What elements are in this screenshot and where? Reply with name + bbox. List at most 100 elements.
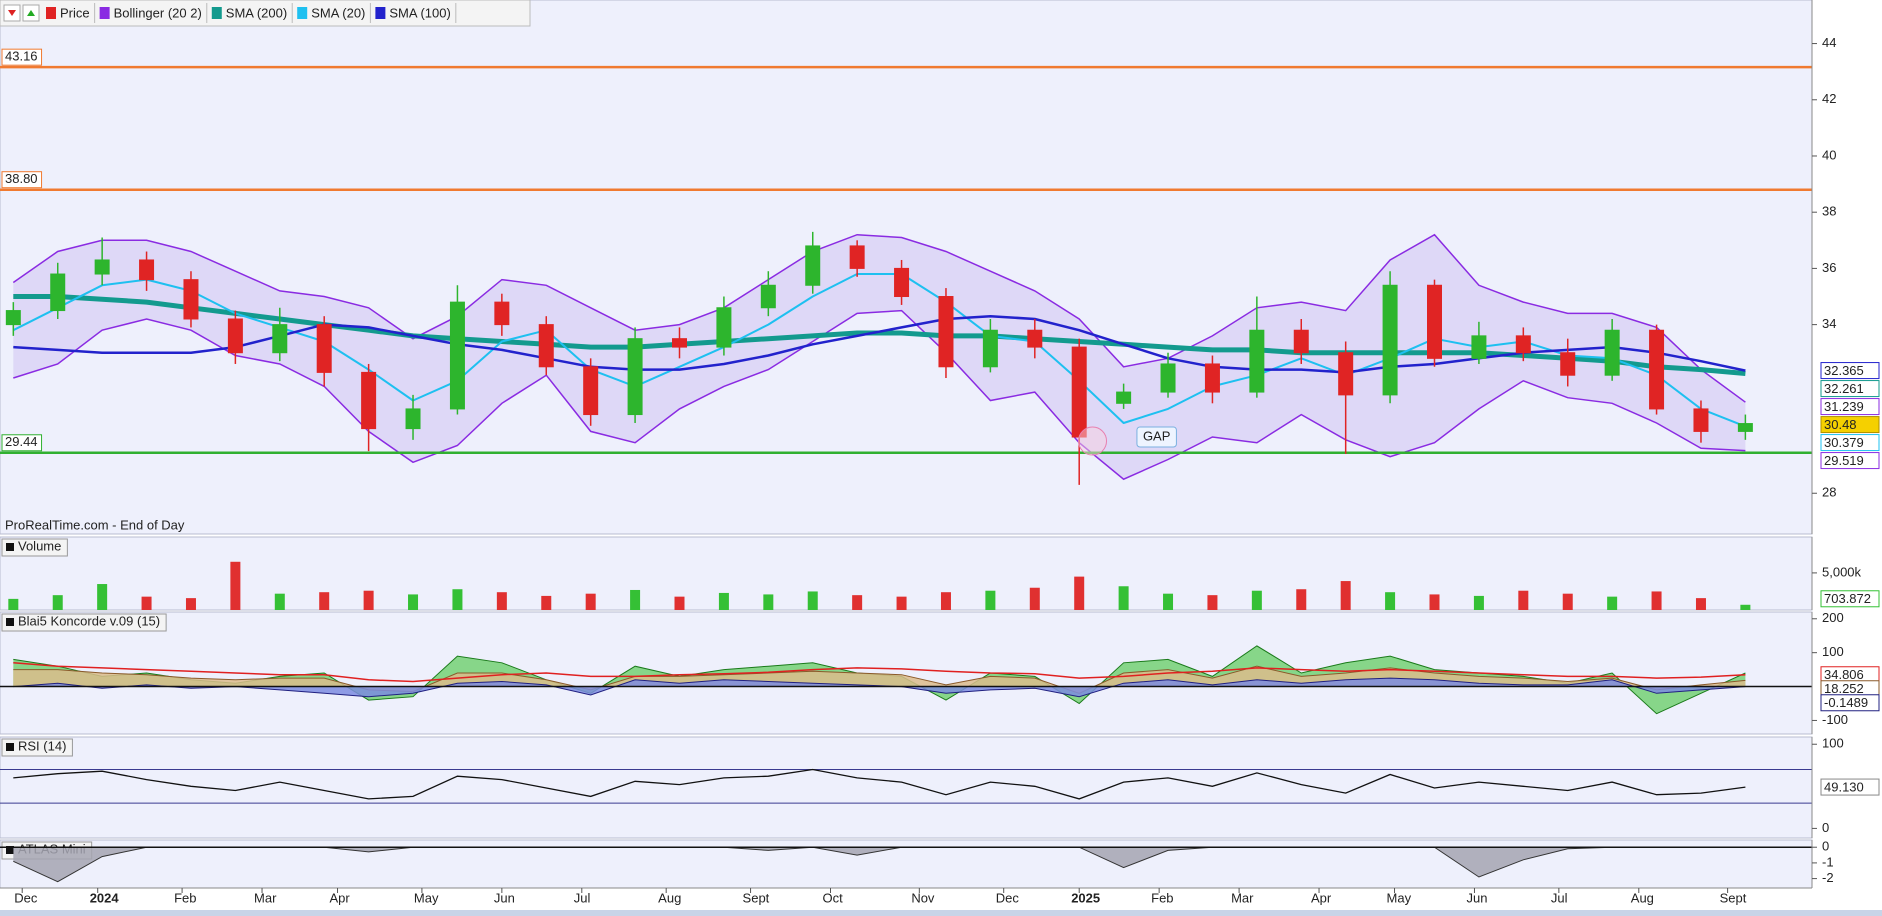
candle-body xyxy=(805,245,821,286)
level-label: 29.44 xyxy=(5,434,38,449)
candle-body xyxy=(405,408,421,430)
toolbar-icon xyxy=(8,10,16,16)
x-tick-label: Nov xyxy=(911,890,935,905)
volume-bar xyxy=(408,594,419,610)
value-label-box xyxy=(1820,416,1880,434)
panel-title: Volume xyxy=(18,538,61,553)
x-tick-label: Mar xyxy=(254,890,277,905)
value-label: 34.806 xyxy=(1824,667,1864,682)
candle-body xyxy=(1338,352,1354,396)
value-label: 30.48 xyxy=(1824,417,1857,432)
series-line xyxy=(13,677,1746,698)
volume-bar xyxy=(1607,596,1618,610)
volume-bar xyxy=(630,589,641,610)
x-tick-label: 2025 xyxy=(1071,890,1100,905)
panel-icon xyxy=(6,743,14,751)
x-tick-label: Jun xyxy=(494,890,515,905)
panel-title: Blai5 Koncorde v.09 (15) xyxy=(18,613,160,628)
band-fill xyxy=(13,234,1746,480)
series-line xyxy=(13,662,1746,683)
value-label: 31.239 xyxy=(1824,399,1864,414)
volume-bar xyxy=(8,598,19,610)
candle-body xyxy=(183,279,199,320)
legend-swatch xyxy=(375,7,386,19)
candle-body xyxy=(1427,284,1442,359)
volume-bar xyxy=(319,592,330,610)
value-label: -0.1489 xyxy=(1824,695,1868,710)
y-tick-label: 200 xyxy=(1822,610,1844,625)
candle-body xyxy=(1737,423,1753,432)
x-tick-label: Feb xyxy=(1151,890,1173,905)
x-tick-label: Feb xyxy=(174,890,196,905)
candle-body xyxy=(1027,329,1043,348)
x-tick-label: Oct xyxy=(823,890,844,905)
candle-body xyxy=(627,338,643,416)
candle-body xyxy=(982,329,998,368)
candle-body xyxy=(272,324,288,354)
candle-body xyxy=(672,338,687,348)
y-tick-label: 38 xyxy=(1822,204,1836,219)
candle-body xyxy=(227,318,243,354)
y-tick-label: 34 xyxy=(1822,316,1836,331)
toolbar-icon xyxy=(27,10,35,16)
volume-bar xyxy=(97,584,108,610)
volume-bar xyxy=(896,596,907,610)
x-tick-label: Jun xyxy=(1466,890,1487,905)
volume-bar xyxy=(1029,587,1040,610)
annotation-box xyxy=(1136,426,1177,448)
candle-body xyxy=(1071,346,1087,438)
panel-title-box xyxy=(1,538,68,557)
legend-label: SMA (200) xyxy=(226,5,287,20)
status-bar xyxy=(0,910,1882,916)
x-tick-label: Apr xyxy=(1311,890,1332,905)
volume-bar xyxy=(1740,604,1751,610)
volume-bar xyxy=(674,596,685,610)
candle-body xyxy=(1560,352,1576,376)
moving-average xyxy=(13,314,1746,374)
candle-body xyxy=(316,324,332,373)
volume-bar xyxy=(1074,576,1085,610)
volume-bar xyxy=(1296,589,1307,610)
value-label: 32.365 xyxy=(1824,363,1864,378)
candle-body xyxy=(894,267,910,298)
x-tick-label: May xyxy=(1387,890,1412,905)
level-label-box xyxy=(1,171,43,189)
volume-bar xyxy=(230,561,241,610)
candle-body xyxy=(1471,335,1487,359)
panel-bg xyxy=(0,736,1813,839)
candle-body xyxy=(1515,335,1531,354)
x-tick-label: Apr xyxy=(330,890,351,905)
candle-body xyxy=(449,301,465,410)
candle-body xyxy=(1382,284,1398,396)
level-label: 43.16 xyxy=(5,49,38,64)
x-tick-label: Jul xyxy=(1551,890,1568,905)
x-tick-label: Aug xyxy=(1631,890,1654,905)
band-upper xyxy=(12,233,1746,403)
volume-bar xyxy=(1118,586,1129,610)
candle-body xyxy=(1649,329,1665,410)
volume-bar xyxy=(1251,590,1262,610)
volume-bar xyxy=(541,595,552,610)
panel-icon xyxy=(6,543,14,551)
volume-bar xyxy=(852,595,863,610)
volume-bar xyxy=(1385,592,1396,610)
candle-body xyxy=(583,366,599,416)
gap-marker xyxy=(1078,426,1108,456)
candle-body xyxy=(5,310,21,326)
volume-bar xyxy=(1695,598,1706,610)
candle-body xyxy=(716,307,732,348)
candle-body xyxy=(849,245,865,269)
value-label: 32.261 xyxy=(1824,381,1864,396)
annotation: GAP xyxy=(1143,428,1170,443)
x-tick-label: Dec xyxy=(996,890,1020,905)
y-tick-label: 0 xyxy=(1822,839,1829,854)
value-label-box xyxy=(1820,434,1880,452)
y-tick-label: 36 xyxy=(1822,260,1836,275)
candle-body xyxy=(361,371,377,430)
x-tick-label: Mar xyxy=(1231,890,1254,905)
moving-average xyxy=(12,273,1746,428)
volume-bar xyxy=(1651,591,1662,610)
y-tick-label: 5,000k xyxy=(1822,564,1862,579)
volume-bar xyxy=(141,596,152,610)
